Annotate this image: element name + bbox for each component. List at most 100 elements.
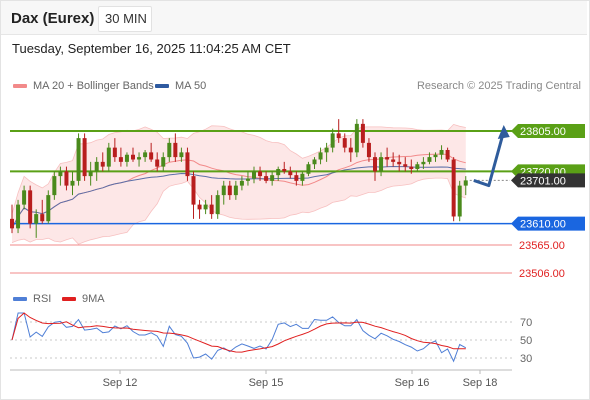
candle-body [58,171,63,177]
timeframe-selector[interactable]: 30 MIN [98,6,152,32]
level-label: 23610.00 [520,219,566,231]
header-bar: Dax (Eurex) 30 MIN [1,1,587,35]
candle-body [282,168,287,172]
candle-body [415,164,420,169]
candle-body [354,123,359,153]
candle-body [397,161,402,165]
candle-body [10,218,14,229]
legend-bollinger-label: MA 20 + Bollinger Bands [33,80,154,92]
candle-body [391,159,396,162]
candle-body [312,159,317,165]
candle-body [227,185,232,196]
candle-body [100,161,105,167]
candle-body [16,204,21,229]
x-axis-label: Sep 12 [103,377,138,389]
candle-body [348,147,353,153]
candle-body [300,173,305,181]
candle-body [318,152,323,160]
candle-body [258,171,263,177]
candle-body [215,195,220,215]
candle-body [46,195,51,222]
ma50-line [11,165,466,229]
rsi-swatch [13,297,27,302]
level-label: 23565.00 [519,240,565,252]
rsi-tick-label: 30 [520,353,532,365]
candle-body [203,204,208,210]
legend-bollinger: MA 20 + Bollinger Bands [13,80,154,92]
legend-9ma: 9MA [62,293,105,305]
candle-body [94,161,99,172]
candle-body [239,180,244,186]
candle-body [373,157,377,172]
candle-body [197,204,202,210]
candle-body [385,157,390,160]
candle-body [324,147,329,153]
candle-body [161,157,166,167]
bollinger-band-fill [12,124,466,245]
level-label: 23805.00 [520,126,566,138]
candle-body [306,164,311,174]
candle-body [185,152,190,177]
rsi-tick-label: 70 [520,317,532,329]
candle-body [112,147,117,158]
candle-body [137,157,142,160]
candle-body [252,171,256,179]
candle-body [70,180,75,186]
ma50-swatch [155,84,169,89]
candle-body [433,154,438,158]
level-tag-current [511,173,585,188]
candle-body [22,190,27,205]
candle-body [179,152,184,158]
projection-arrowhead [497,125,510,139]
candle-body [40,214,45,222]
candle-body [233,185,238,196]
bollinger-lower-line [11,177,466,245]
candle-body [149,152,154,160]
candle-body [76,138,81,181]
candle-body [439,149,444,155]
candle-body [155,159,160,167]
credit-text: Research © 2025 Trading Central [416,80,581,92]
level-label: 23701.00 [520,175,566,187]
candle-body [276,168,281,176]
candle-body [245,178,250,181]
projection-arrow [473,130,506,188]
legend-9ma-label: 9MA [82,293,105,305]
candle-body [52,176,57,196]
rsi-9ma-line [11,312,466,353]
candle-body [88,171,93,177]
x-axis-label: Sep 16 [395,377,430,389]
candle-body [379,157,384,172]
candle-body [360,123,365,143]
candle-body [173,142,178,158]
candle-body [64,171,69,186]
candle-body [143,152,148,158]
rsi-tick-label: 50 [520,335,532,347]
level-tag-pivot [511,216,585,231]
candle-body [457,185,462,217]
candle-body [209,204,214,215]
bollinger-swatch [13,84,27,89]
candle-body [342,138,347,148]
candle-body [221,185,226,196]
x-axis-label: Sep 18 [463,377,498,389]
candle-body [34,214,39,224]
x-axis-label: Sep 15 [249,377,284,389]
candle-body [82,138,87,177]
legend-rsi-label: RSI [33,293,52,305]
candle-body [288,171,293,176]
candle-body [463,180,468,186]
candle-body [270,175,275,181]
candle-body [124,154,129,162]
candle-body [131,154,135,160]
candle-body [409,166,414,169]
legend-ma50: MA 50 [155,80,206,92]
legend-rsi: RSI [13,293,51,305]
candle-body [191,176,196,205]
level-tag-resistance [511,124,585,138]
candle-body [330,133,335,148]
candle-body [421,161,426,165]
candle-body [294,175,299,181]
candle-body [264,176,269,181]
